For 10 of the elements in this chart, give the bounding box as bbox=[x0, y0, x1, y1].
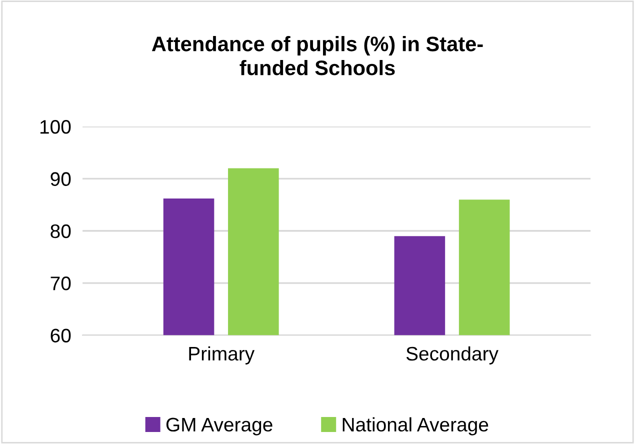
legend-label: National Average bbox=[342, 417, 488, 436]
y-tick-label: 70 bbox=[50, 276, 71, 290]
chart-title: Attendance of pupils (%) in State- funded Schools bbox=[152, 36, 483, 76]
y-tick-label: 60 bbox=[50, 328, 71, 342]
y-tick-label: 100 bbox=[40, 120, 71, 134]
y-tick-label: 80 bbox=[50, 224, 71, 238]
x-tick-label: Secondary bbox=[406, 346, 498, 364]
x-tick-label: Primary bbox=[189, 346, 255, 364]
legend-label: GM Average bbox=[166, 418, 272, 436]
y-tick-label: 90 bbox=[50, 172, 71, 186]
